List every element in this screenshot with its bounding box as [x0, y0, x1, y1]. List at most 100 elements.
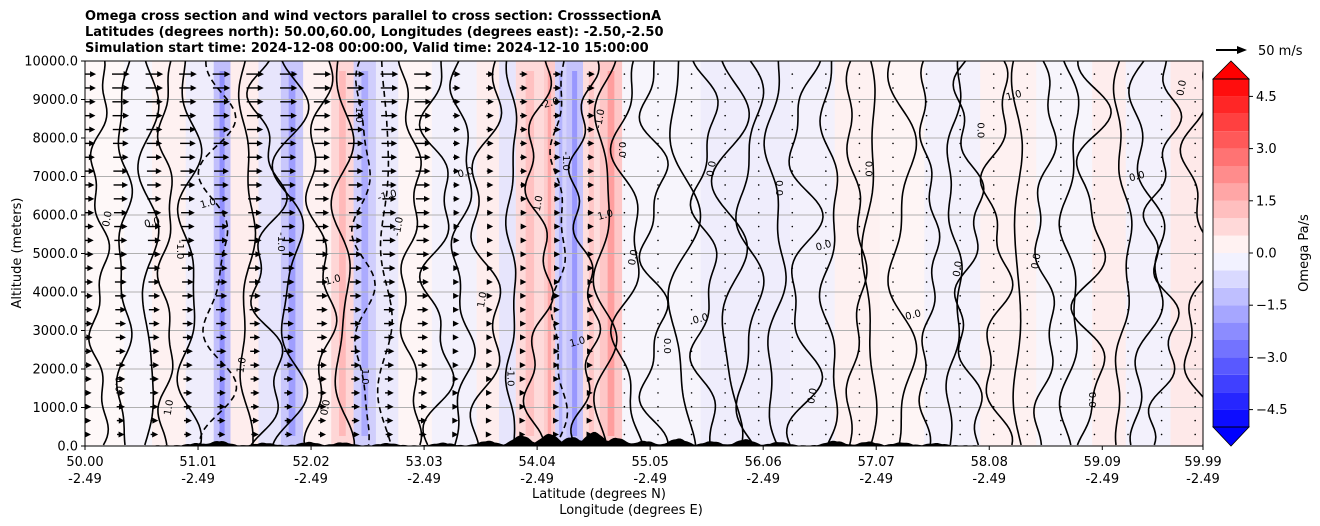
contour-label: 0.0 — [1128, 170, 1146, 185]
wind-vector-head — [289, 209, 296, 216]
wind-vector-head — [356, 195, 363, 202]
wind-vector-head — [323, 154, 330, 161]
wind-vector-head — [421, 362, 428, 369]
x-tick-label-lon: -2.49 — [972, 472, 1006, 487]
wind-vector — [959, 281, 961, 283]
colorbar-step — [1213, 200, 1249, 219]
wind-vector — [757, 225, 760, 228]
wind-vector-head — [487, 181, 494, 188]
colorbar-step — [1213, 166, 1249, 184]
wind-vector-head — [387, 417, 394, 424]
wind-vector — [1093, 128, 1096, 131]
wind-vector — [791, 225, 794, 228]
wind-vector — [791, 405, 794, 408]
contour-line — [860, 61, 878, 446]
wind-vector-head — [255, 278, 262, 285]
wind-vector-head — [453, 251, 460, 258]
wind-vector — [825, 364, 827, 366]
wind-vector — [925, 392, 928, 394]
wind-vector — [959, 295, 961, 297]
wind-vector — [925, 184, 928, 186]
wind-vector — [892, 142, 894, 145]
colorbar-steps — [1213, 79, 1249, 427]
wind-vector-head — [187, 320, 194, 327]
wind-vector — [757, 239, 760, 242]
wind-vector — [925, 128, 928, 131]
wind-vector — [724, 170, 726, 172]
wind-vector — [724, 101, 726, 103]
wind-vector — [623, 336, 626, 339]
wind-vector-head — [153, 348, 160, 355]
wind-vector-head — [86, 292, 93, 299]
wind-vector — [623, 211, 626, 214]
wind-vector — [925, 198, 928, 200]
wind-vector — [1160, 308, 1163, 311]
wind-vector-head — [219, 389, 226, 396]
wind-vector-head — [357, 126, 364, 133]
wind-vector — [791, 156, 794, 159]
x-axis: 50.00 -2.49 51.01 -2.49 52.02 -2.49 53.03 -2.49… — [66, 446, 1222, 487]
wind-vector-head — [519, 348, 526, 355]
wind-vector — [623, 281, 626, 283]
wind-vector — [690, 73, 693, 75]
wind-vector-head — [322, 223, 329, 230]
wind-vector-head — [187, 292, 194, 299]
wind-vector-head — [521, 126, 528, 133]
wind-vector — [791, 184, 794, 186]
wind-vector — [825, 405, 827, 408]
wind-vector-head — [354, 376, 361, 383]
wind-vector — [892, 184, 894, 186]
wind-vector-head — [521, 168, 528, 175]
contour-line — [818, 61, 839, 446]
colorbar-step — [1213, 374, 1249, 393]
wind-vector — [1060, 184, 1062, 186]
wind-vector — [1026, 350, 1029, 353]
wind-vector — [825, 419, 827, 422]
wind-vector-head — [120, 306, 127, 313]
wind-vector — [858, 156, 861, 159]
contour-line — [1033, 61, 1058, 446]
wind-vector — [724, 336, 726, 339]
wind-vector-head — [189, 154, 196, 161]
wind-vector-head — [554, 265, 561, 272]
wind-vector-head — [554, 168, 561, 175]
wind-vector-head — [422, 292, 429, 299]
wind-vector — [623, 253, 626, 256]
wind-vector-head — [387, 376, 394, 383]
wind-vector-head — [390, 181, 397, 188]
wind-vector — [892, 114, 894, 117]
x-tick-label-lat: 55.05 — [632, 455, 669, 470]
wind-vector — [858, 114, 861, 117]
wind-vector-head — [290, 140, 297, 147]
wind-vector-head — [155, 195, 162, 202]
wind-vector-head — [155, 168, 162, 175]
wind-vector — [1194, 128, 1196, 131]
wind-vector — [1194, 101, 1196, 103]
wind-vector — [690, 101, 693, 103]
wind-vector-head — [291, 98, 298, 105]
wind-vector — [690, 114, 693, 117]
wind-vector — [657, 225, 659, 228]
wind-vector — [791, 128, 794, 131]
wind-vector-head — [222, 237, 229, 244]
wind-vector — [858, 281, 861, 283]
wind-vector — [992, 295, 995, 297]
wind-vector-head — [452, 376, 459, 383]
wind-vector-head — [152, 431, 159, 438]
wind-vector — [657, 101, 659, 103]
colorbar-step — [1213, 113, 1249, 132]
wind-vector-head — [287, 348, 294, 355]
wind-vector — [892, 392, 894, 394]
wind-vector — [757, 253, 760, 256]
wind-vector — [690, 392, 693, 394]
wind-vector — [623, 142, 626, 145]
wind-vector-head — [89, 112, 96, 119]
wind-vector-head — [224, 84, 231, 91]
wind-vector-head — [588, 181, 595, 188]
wind-vector — [892, 128, 894, 131]
wind-vector — [690, 433, 693, 436]
wind-vector-head — [257, 126, 264, 133]
y-tick-label: 2000.0 — [33, 363, 79, 378]
wind-vector — [992, 170, 995, 172]
wind-vector-head — [153, 306, 160, 313]
